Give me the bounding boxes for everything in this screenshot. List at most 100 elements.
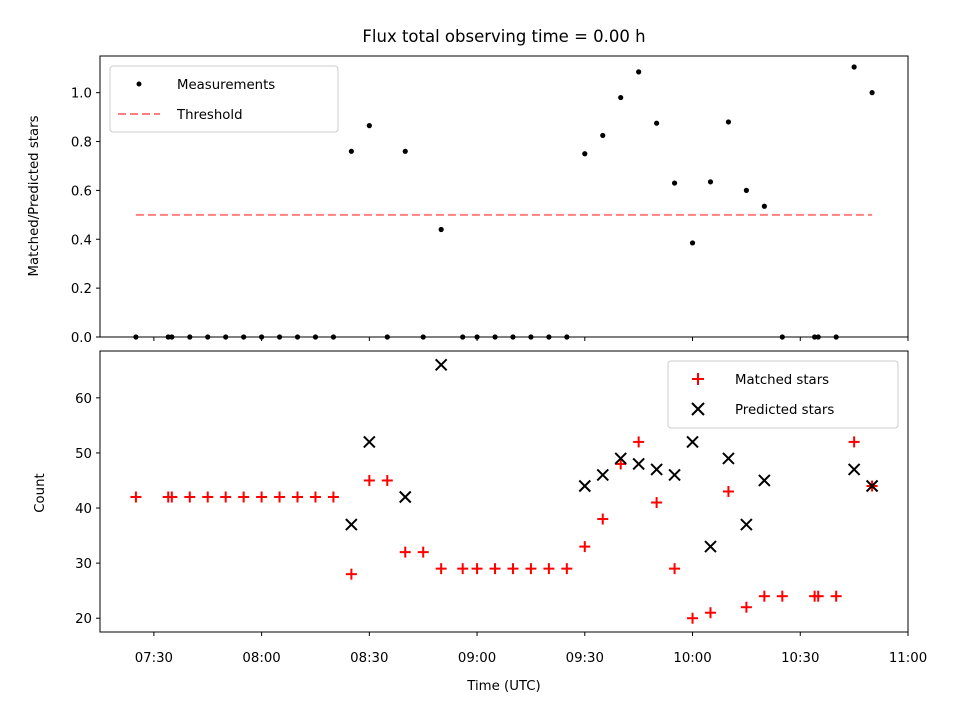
predicted-stars-stroke — [740, 518, 753, 531]
bottom-ytick-label: 30 — [75, 557, 92, 572]
predicted-stars-stroke — [345, 518, 358, 531]
measurement-point — [671, 180, 678, 186]
measurement-point — [133, 334, 139, 340]
predicted-stars-stroke — [363, 435, 376, 449]
predicted-stars-stroke — [434, 358, 448, 371]
matched-stars-point — [597, 513, 609, 525]
bottom-ytick-label: 60 — [75, 392, 92, 407]
bottom-xtick-label: 11:00 — [889, 651, 927, 666]
top-ytick-label: 0.0 — [71, 331, 92, 346]
predicted-stars-stroke — [704, 540, 717, 553]
top-ytick-label: 0.6 — [71, 184, 92, 199]
matched-stars-point — [758, 590, 770, 602]
measurement-point — [187, 334, 193, 340]
legend-label-measurements: Measurements — [177, 78, 275, 93]
measurement-point — [761, 203, 767, 209]
measurement-point — [582, 151, 588, 157]
matched-stars-point — [489, 563, 501, 575]
matched-stars-point — [507, 563, 519, 575]
top-ytick-label: 0.4 — [71, 233, 92, 248]
matched-stars-point — [399, 546, 411, 558]
legend-label-predicted: Predicted stars — [735, 403, 834, 418]
measurement-point — [276, 334, 283, 340]
bottom-xtick-label: 10:30 — [781, 651, 819, 666]
measurement-point — [654, 120, 660, 126]
measurement-point — [689, 240, 696, 246]
matched-stars-point — [633, 436, 645, 448]
x-axis-label: Time (UTC) — [466, 679, 541, 694]
measurement-point — [438, 226, 444, 233]
predicted-stars-stroke — [650, 463, 663, 476]
measurement-point — [241, 334, 247, 340]
matched-stars-point — [345, 568, 357, 580]
measurement-point — [223, 334, 229, 340]
measurement-point — [510, 334, 516, 340]
matched-stars-point — [669, 563, 681, 575]
predicted-stars-point — [722, 452, 735, 465]
predicted-stars-point — [399, 490, 412, 504]
predicted-stars-point — [614, 452, 627, 465]
predicted-stars-point — [363, 435, 376, 449]
measurement-point — [165, 334, 171, 340]
predicted-stars-point — [865, 479, 879, 493]
bottom-plot: 20 30 40 50 60 07:30 08:00 08:30 09:00 09:30 10:00… — [75, 350, 927, 666]
measurement-point — [402, 148, 408, 154]
measurement-point — [474, 334, 480, 340]
top-ytick-label: 0.2 — [71, 282, 92, 297]
measurement-point — [833, 334, 839, 340]
predicted-stars-point — [847, 463, 861, 476]
matched-stars-point — [327, 491, 339, 503]
legend-marker-matched — [692, 373, 704, 385]
measurement-point — [420, 334, 426, 340]
measurement-point — [384, 334, 390, 340]
predicted-stars-point — [650, 463, 663, 476]
matched-stars-point — [471, 563, 483, 575]
bottom-xtick-label: 09:30 — [566, 651, 604, 666]
matched-stars-point — [812, 590, 824, 602]
predicted-stars-point — [668, 468, 681, 482]
matched-stars-point — [256, 491, 268, 503]
predicted-stars-stroke — [865, 479, 879, 493]
bottom-xtick-label: 09:00 — [458, 651, 496, 666]
measurement-point — [294, 334, 301, 340]
bottom-xtick-label: 08:30 — [350, 651, 388, 666]
bottom-xtick-label: 08:00 — [242, 651, 280, 666]
top-ytick-label: 1.0 — [71, 87, 92, 102]
bottom-ytick-label: 50 — [75, 447, 92, 462]
legend-marker-predicted — [691, 402, 705, 416]
matched-stars-point — [292, 491, 304, 503]
matched-stars-point — [457, 563, 469, 575]
matched-stars-point — [543, 563, 555, 575]
top-y-axis-label: Matched/Predicted stars — [27, 115, 42, 276]
top-plot: 0.0 0.2 0.4 0.6 0.8 1.0 — [71, 55, 909, 346]
matched-stars-point — [184, 491, 196, 503]
bottom-axes-frame — [99, 350, 909, 633]
predicted-stars-point — [686, 435, 699, 449]
legend-label-matched: Matched stars — [735, 373, 829, 388]
predicted-stars-point — [434, 358, 448, 371]
matched-stars-point — [525, 563, 537, 575]
predicted-stars-stroke — [668, 468, 681, 482]
measurement-point — [636, 69, 642, 75]
predicted-stars-stroke — [686, 435, 699, 449]
matched-stars-point — [274, 491, 286, 503]
matched-stars-point — [561, 563, 573, 575]
legend-label-threshold: Threshold — [176, 108, 243, 123]
top-ytick-label: 0.8 — [71, 136, 92, 151]
measurement-point — [169, 334, 175, 340]
matched-stars-point — [309, 491, 321, 503]
matched-stars-point — [651, 497, 663, 509]
measurement-point — [564, 334, 570, 340]
measurement-point — [600, 132, 606, 139]
measurement-point — [779, 334, 785, 340]
measurement-point — [707, 179, 714, 185]
matched-stars-point — [435, 563, 447, 575]
measurement-point — [492, 334, 498, 340]
matched-stars-point — [417, 546, 429, 558]
measurement-point — [618, 94, 624, 101]
predicted-stars-point — [345, 518, 358, 531]
top-legend: Measurements Threshold — [109, 65, 339, 133]
measurement-point — [528, 334, 534, 340]
measurement-point — [743, 187, 750, 193]
